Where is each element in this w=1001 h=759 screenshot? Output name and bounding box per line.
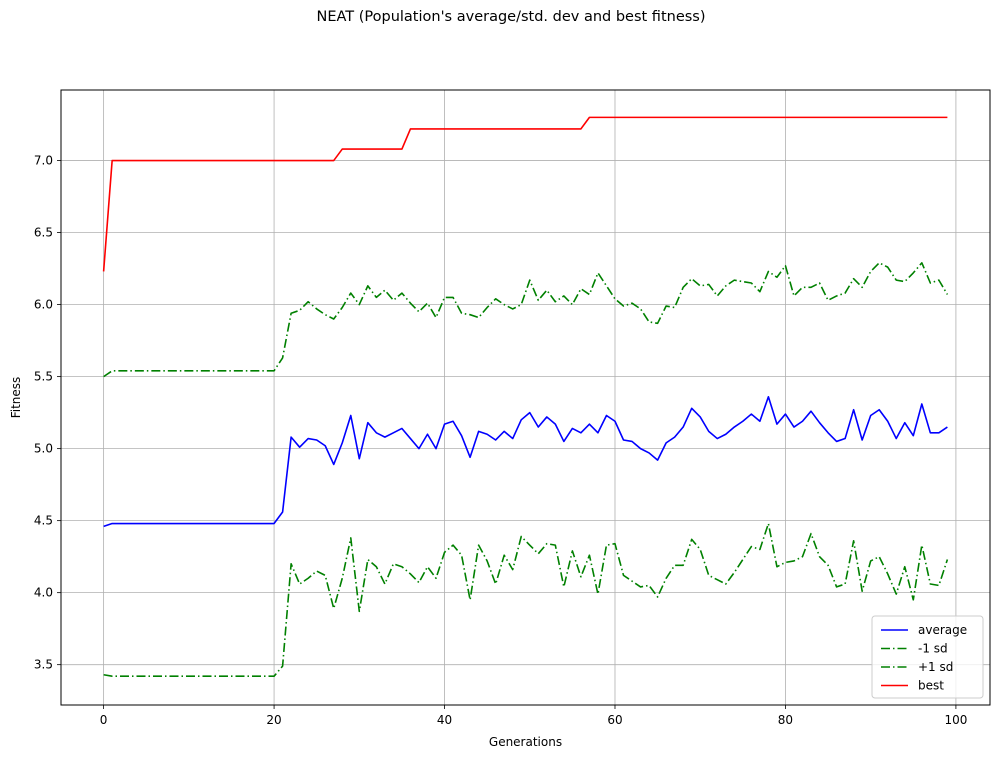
x-tick-label: 0 xyxy=(100,713,108,727)
y-tick-label: 6.5 xyxy=(34,226,53,240)
y-tick-label: 4.0 xyxy=(34,586,53,600)
grid xyxy=(61,90,990,705)
axis-ticks: 0 20 40 60 80 100 3.5 4.0 4.5 5.0 5.5 6.0 6.5 7.0 xyxy=(34,154,967,727)
x-axis-label: Generations xyxy=(489,735,562,749)
legend-label: average xyxy=(918,623,967,637)
y-tick-label: 5.0 xyxy=(34,442,53,456)
y-tick-label: 5.5 xyxy=(34,370,53,384)
chart-title: NEAT (Population's average/std. dev and … xyxy=(316,9,705,25)
legend-label: +1 sd xyxy=(918,660,953,674)
x-tick-label: 100 xyxy=(944,713,967,727)
legend-label: -1 sd xyxy=(918,642,948,656)
y-tick-label: 6.0 xyxy=(34,298,53,312)
x-tick-label: 80 xyxy=(778,713,793,727)
x-tick-label: 60 xyxy=(607,713,622,727)
legend: average -1 sd +1 sd best xyxy=(871,615,984,699)
series-line-average xyxy=(103,395,948,528)
y-tick-label: 4.5 xyxy=(34,514,53,528)
legend-label: best xyxy=(918,679,944,693)
x-tick-label: 20 xyxy=(266,713,281,727)
plot-frame xyxy=(60,89,991,706)
plot-series xyxy=(102,116,949,677)
y-tick-label: 3.5 xyxy=(34,658,53,672)
legend-box xyxy=(871,615,984,699)
series-line-1-sd xyxy=(103,522,949,677)
x-tick-label: 40 xyxy=(437,713,452,727)
series-line-best xyxy=(102,116,948,272)
y-axis-label: Fitness xyxy=(9,377,23,419)
y-tick-label: 7.0 xyxy=(34,154,53,168)
